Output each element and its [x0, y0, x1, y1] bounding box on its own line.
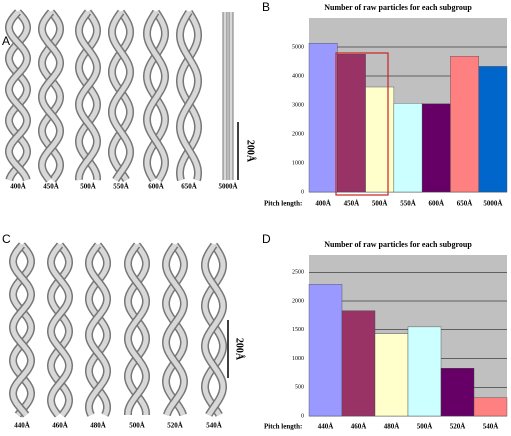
strand [86, 243, 110, 417]
y-tick-label: 5000 [292, 44, 304, 50]
filament [108, 9, 134, 183]
x-tick-label: 450Å [344, 200, 360, 208]
image-label: 460Å [52, 422, 68, 430]
y-tick-label: 500 [295, 385, 304, 391]
strand [202, 243, 226, 417]
filament [143, 9, 169, 183]
y-tick-label: 3000 [292, 102, 304, 108]
panel-label: A [2, 34, 10, 48]
bar [440, 368, 475, 417]
scale-label: 200Å [234, 338, 246, 361]
bar [308, 284, 343, 417]
filament [201, 242, 227, 417]
filament [38, 9, 64, 183]
y-tick-label: 0 [301, 189, 304, 195]
y-tick-label: 1000 [292, 160, 304, 166]
bar [407, 326, 442, 417]
bar [393, 103, 423, 193]
filament [124, 242, 150, 415]
strand [202, 243, 226, 417]
filament [176, 9, 202, 182]
bar [365, 86, 395, 193]
strand [6, 10, 30, 181]
x-axis-label: Pitch length: [264, 200, 302, 208]
strand [39, 10, 63, 182]
image-label: 520Å [167, 422, 183, 430]
chart-title: Number of raw particles for each subgrou… [324, 240, 472, 249]
bar [450, 56, 479, 193]
x-tick-label: 540Å [483, 423, 499, 431]
x-tick-label: 500Å [372, 200, 388, 208]
y-tick-label: 2500 [292, 270, 304, 276]
filament [222, 12, 234, 180]
x-tick-label: 550Å [400, 200, 416, 208]
x-tick-label: 500Å [417, 423, 433, 431]
strand [177, 10, 201, 181]
strand [6, 10, 30, 181]
image-label: 440Å [14, 422, 30, 430]
y-tick-label: 1500 [292, 327, 304, 333]
x-tick-label: 650Å [457, 200, 473, 208]
filament [4, 9, 31, 182]
strand [125, 243, 149, 415]
filament [75, 9, 101, 181]
strand [125, 243, 149, 415]
panel-label: D [262, 232, 271, 246]
bar [473, 397, 508, 417]
bar [337, 54, 366, 193]
x-axis-label: Pitch length: [264, 423, 302, 431]
strand [76, 10, 100, 181]
image-label: 600Å [148, 183, 164, 191]
strand [48, 243, 72, 417]
strand [10, 243, 34, 417]
image-label: 500Å [129, 422, 145, 430]
image-label: 540Å [206, 422, 222, 430]
strand [109, 10, 133, 182]
y-tick-label: 1000 [292, 356, 304, 362]
image-label: 480Å [90, 422, 106, 430]
bar [374, 333, 409, 417]
y-tick-label: 4000 [292, 73, 304, 79]
x-tick-label: 520Å [450, 423, 466, 431]
strand [76, 10, 100, 181]
highlight-box [335, 52, 389, 196]
bar [341, 310, 376, 417]
y-tick-label: 2000 [292, 298, 304, 304]
x-tick-label: 460Å [351, 423, 367, 431]
image-label: 550Å [113, 183, 129, 191]
image-label: 650Å [181, 183, 197, 191]
filament [9, 242, 35, 418]
strand [144, 10, 168, 182]
image-label: 5000Å [218, 183, 237, 191]
x-tick-label: 440Å [318, 423, 334, 431]
filament [162, 242, 188, 417]
strand [163, 243, 187, 416]
strand [109, 10, 133, 182]
x-tick-label: 600Å [429, 200, 445, 208]
x-tick-label: 5000Å [483, 200, 502, 208]
image-label: 450Å [43, 183, 59, 191]
filament [47, 242, 73, 418]
y-tick-label: 0 [301, 413, 304, 419]
panel-label: B [262, 0, 270, 14]
panel-label: C [2, 232, 11, 246]
chart-title: Number of raw particles for each subgrou… [324, 3, 472, 12]
image-label: 400Å [10, 183, 26, 191]
x-tick-label: 480Å [384, 423, 400, 431]
scale-label: 200Å [245, 140, 257, 163]
strand [48, 243, 72, 417]
y-tick-label: 2000 [292, 131, 304, 137]
bar [478, 66, 508, 193]
bar [421, 103, 451, 193]
image-label: 500Å [80, 183, 96, 191]
strand [39, 10, 63, 182]
x-tick-label: 400Å [315, 200, 331, 208]
bar [308, 43, 338, 193]
strand [10, 243, 34, 417]
strand [163, 243, 187, 416]
filament [85, 242, 111, 417]
